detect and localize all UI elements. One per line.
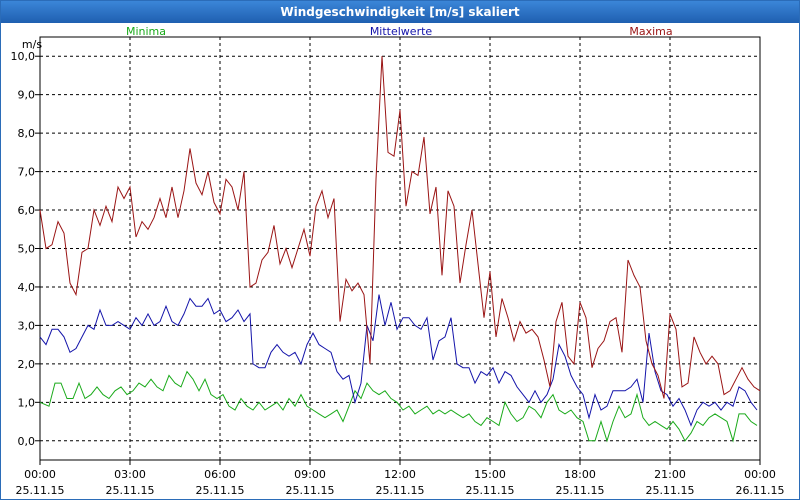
y-tick-label: 9,0: [18, 89, 36, 102]
y-tick-label: 8,0: [18, 127, 36, 140]
x-tick-time-label: 06:00: [204, 468, 236, 481]
x-tick-date-label: 25.11.15: [196, 484, 245, 497]
x-tick-time-label: 00:00: [744, 468, 776, 481]
y-tick-label: 5,0: [18, 243, 36, 256]
x-tick-time-label: 12:00: [384, 468, 416, 481]
x-tick-time-label: 00:00: [24, 468, 56, 481]
y-tick-label: 2,0: [18, 358, 36, 371]
y-tick-label: 0,0: [18, 435, 36, 448]
x-tick-time-label: 21:00: [654, 468, 686, 481]
x-tick-time-label: 18:00: [564, 468, 596, 481]
series-line-minima: [39, 370, 758, 443]
y-tick-label: 3,0: [18, 319, 36, 332]
legend-entry-mittelwerte: Mittelwerte: [370, 25, 433, 38]
legend: Minima Mittelwerte Maxima: [126, 25, 673, 38]
x-tick-date-label: 25.11.15: [376, 484, 425, 497]
x-tick-date-label: 26.11.15: [736, 484, 785, 497]
legend-entry-minima: Minima: [126, 25, 166, 38]
grid: [40, 37, 760, 460]
y-axis-ticks: 10,0 9,0 8,0 7,0 6,0 5,0 4,0 3,0 2,0 1,0 0,0: [11, 50, 40, 448]
x-tick-date-label: 25.11.15: [646, 484, 695, 497]
series-line-maxima: [39, 56, 761, 399]
x-tick-time-label: 03:00: [114, 468, 146, 481]
x-tick-date-label: 25.11.15: [286, 484, 335, 497]
y-tick-label: 10,0: [11, 50, 36, 63]
window-title: Windgeschwindigkeit [m/s] skaliert: [1, 1, 799, 23]
legend-entry-maxima: Maxima: [629, 25, 672, 38]
y-tick-label: 6,0: [18, 204, 36, 217]
x-tick-date-label: 25.11.15: [556, 484, 605, 497]
x-tick-date-label: 25.11.15: [106, 484, 155, 497]
x-tick-time-label: 15:00: [474, 468, 506, 481]
y-tick-label: 1,0: [18, 396, 36, 409]
x-tick-date-label: 25.11.15: [16, 484, 65, 497]
x-axis-ticks: 00:00 25.11.15 03:00 25.11.15 06:00 25.11.15 0…: [16, 460, 785, 497]
y-axis-label: m/s: [22, 38, 42, 51]
series-line-mittelwerte: [39, 294, 758, 427]
y-tick-label: 7,0: [18, 166, 36, 179]
y-tick-label: 4,0: [18, 281, 36, 294]
x-tick-time-label: 09:00: [294, 468, 326, 481]
series-group: [39, 56, 761, 443]
x-tick-date-label: 25.11.15: [466, 484, 515, 497]
